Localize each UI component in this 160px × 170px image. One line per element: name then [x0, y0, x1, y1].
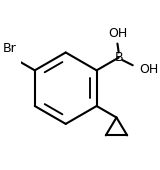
Text: OH: OH	[139, 63, 158, 75]
Text: B: B	[114, 51, 123, 64]
Text: OH: OH	[108, 27, 127, 40]
Text: Br: Br	[2, 42, 16, 55]
